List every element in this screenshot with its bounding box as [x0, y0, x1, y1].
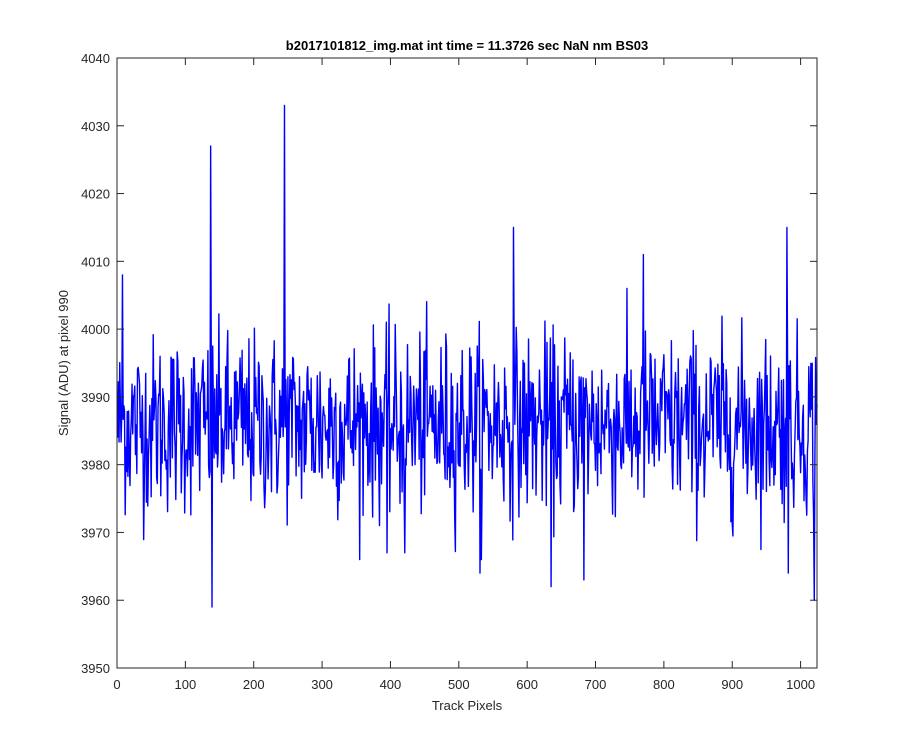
series-line [116, 104, 818, 608]
y-tick-label: 3990 [81, 390, 110, 405]
x-tick-label: 300 [311, 677, 333, 692]
x-tick-label: 900 [721, 677, 743, 692]
y-tick-label: 4030 [81, 119, 110, 134]
y-tick-label: 4020 [81, 187, 110, 202]
x-axis-label: Track Pixels [432, 698, 503, 713]
x-tick-label: 600 [516, 677, 538, 692]
chart-title: b2017101812_img.mat int time = 11.3726 s… [286, 38, 648, 53]
y-tick-label: 3950 [81, 661, 110, 676]
axes-box [116, 57, 818, 669]
y-tick-label: 4000 [81, 322, 110, 337]
x-tick-label: 1000 [786, 677, 815, 692]
x-tick-label: 200 [243, 677, 265, 692]
x-tick-label: 500 [448, 677, 470, 692]
y-tick-label: 3970 [81, 525, 110, 540]
x-tick-label: 700 [585, 677, 607, 692]
axes-layer: 0 100 200 300 400 500 600 700 800 900 1000 3950 3960… [81, 51, 818, 692]
x-tick-label: 800 [653, 677, 675, 692]
y-tick-label: 4010 [81, 254, 110, 269]
y-tick-label: 3960 [81, 593, 110, 608]
series-layer [116, 104, 818, 608]
plot-area [117, 58, 817, 668]
y-tick-label: 4040 [81, 51, 110, 66]
y-axis-label: Signal (ADU) at pixel 990 [56, 290, 71, 436]
x-tick-label: 0 [113, 677, 120, 692]
x-tick-label: 100 [175, 677, 197, 692]
x-tick-label: 400 [380, 677, 402, 692]
y-tick-label: 3980 [81, 458, 110, 473]
